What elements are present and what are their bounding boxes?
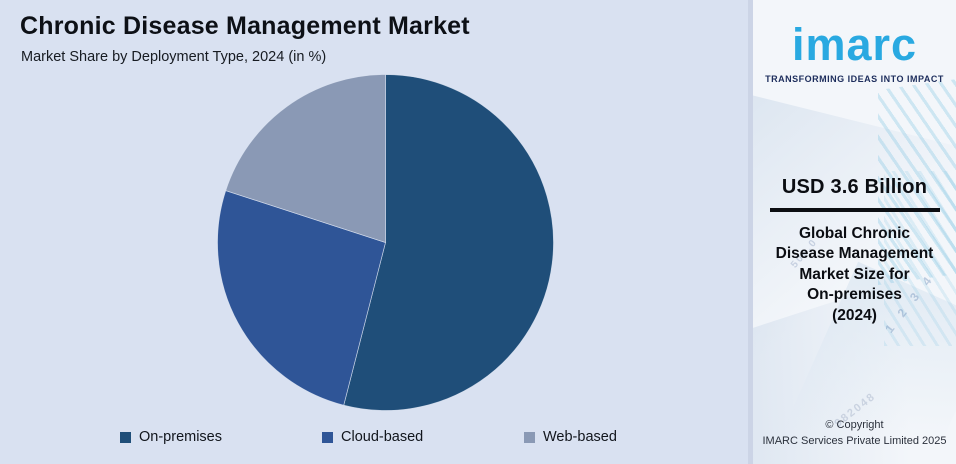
copyright-notice: © Copyright IMARC Services Private Limit… [762,418,946,449]
market-size-value: USD 3.6 Billion [781,175,928,198]
page-title: Chronic Disease Management Market [20,12,470,40]
market-size-label-line: Global Chronic [798,224,911,242]
legend-item-cloud-based: Cloud-based [322,429,524,445]
imarc-logo-wordmark: imarc [791,19,918,70]
market-size-label-line: On-premises [807,286,902,304]
market-size-label-line: (2024) [832,306,877,324]
page-subtitle: Market Share by Deployment Type, 2024 (i… [21,49,327,65]
legend-label: Web-based [543,429,617,445]
callout-divider [769,207,940,212]
legend-label: Cloud-based [341,429,424,445]
market-size-callout: USD 3.6 Billion Global Chronic Disease M… [766,176,944,327]
legend-item-web-based: Web-based [524,429,617,445]
copyright-line: IMARC Services Private Limited 2025 [762,434,947,447]
legend-swatch-web-based [524,431,535,443]
legend-swatch-on-premises [120,431,131,443]
imarc-logo: imarc TRANSFORMING IDEAS INTO IMPACT [765,19,944,84]
chart-panel: Chronic Disease Management Market Market… [20,12,617,445]
market-size-label-line: Disease Management [775,245,934,263]
market-size-label-line: Market Size for [799,265,910,283]
pie-slice-cloud-based [217,190,386,406]
pie-chart [217,74,554,411]
imarc-logo-tagline: TRANSFORMING IDEAS INTO IMPACT [765,73,944,84]
pie-slice-on-premises [343,74,554,411]
brand-sidebar: 1 2 3 4 500.0 982048 imarc TRANSFORMING … [748,0,956,464]
legend-swatch-cloud-based [322,431,333,443]
legend-label: On-premises [139,429,222,445]
pie-slice-web-based [225,74,386,243]
legend-item-on-premises: On-premises [120,429,322,445]
legend: On-premises Cloud-based Web-based [120,429,617,445]
copyright-line: © Copyright [825,419,884,432]
